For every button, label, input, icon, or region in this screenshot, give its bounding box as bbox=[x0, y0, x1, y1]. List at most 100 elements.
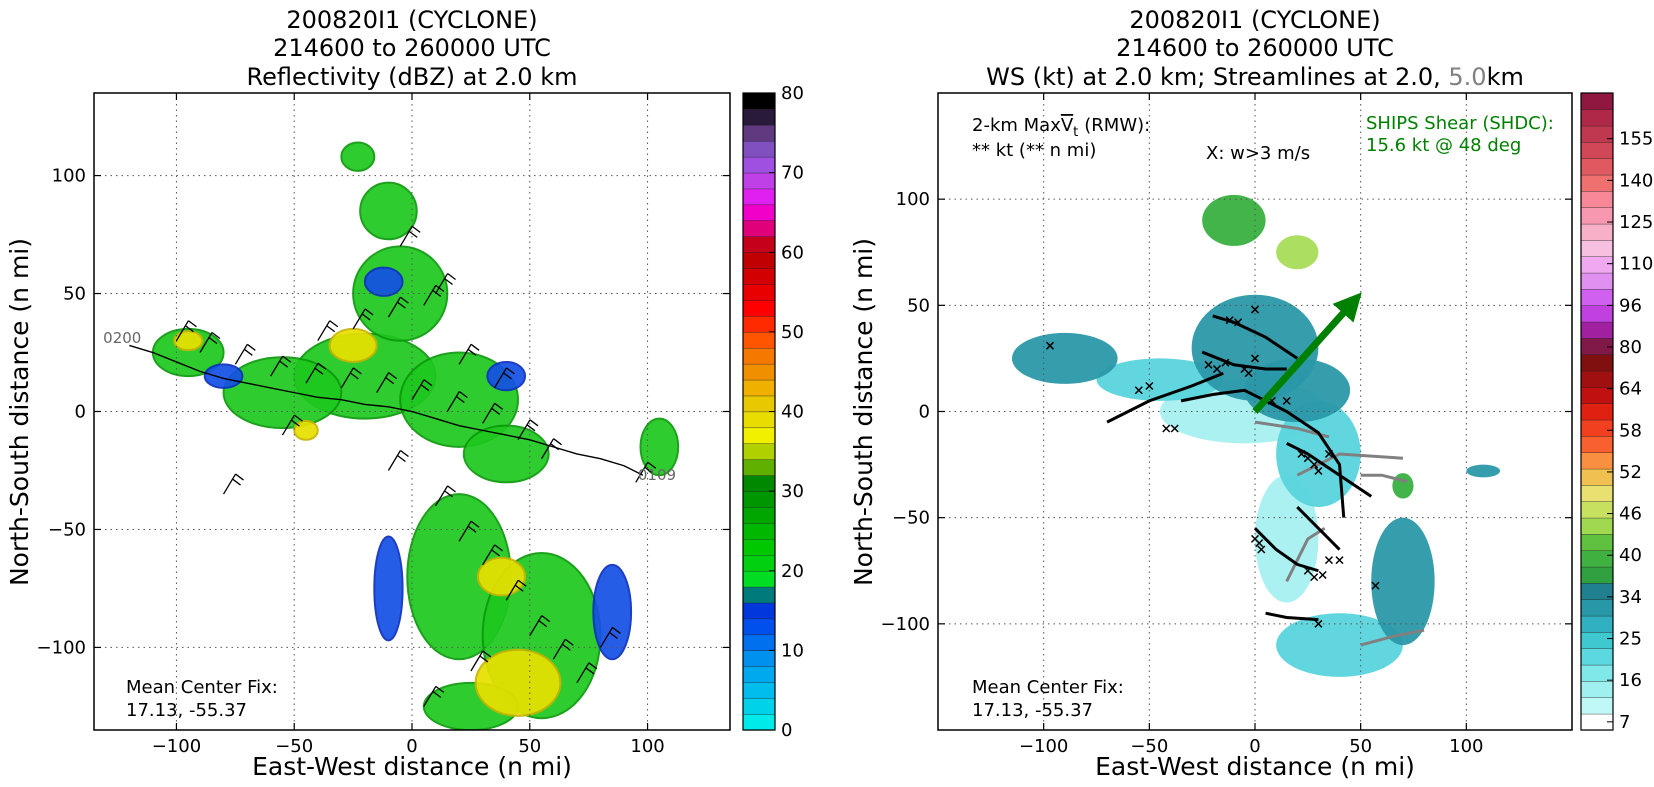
colorbar-swatch bbox=[742, 538, 776, 556]
barb-staff bbox=[552, 638, 566, 660]
wind-barb bbox=[270, 355, 292, 377]
barb-flag bbox=[526, 424, 536, 432]
barb-flag bbox=[503, 372, 512, 380]
y-tick-label: 100 bbox=[52, 166, 86, 187]
barb-flag bbox=[470, 520, 480, 528]
barb-flag bbox=[388, 372, 398, 380]
wind-barb bbox=[505, 579, 527, 601]
colorbar-tick-label: 7 bbox=[1619, 712, 1630, 733]
colorbar-swatch bbox=[1580, 468, 1614, 486]
updraft-marker bbox=[1324, 449, 1333, 458]
colorbar-swatch bbox=[742, 172, 776, 190]
colorbar-swatch bbox=[742, 650, 776, 667]
barb-staff bbox=[576, 662, 590, 684]
colorbar-swatch bbox=[742, 666, 776, 683]
colorbar-tick-label: 80 bbox=[1619, 337, 1642, 358]
updraft-stroke bbox=[1255, 539, 1264, 548]
updraft-stroke bbox=[1204, 360, 1213, 369]
updraft-stroke bbox=[1250, 354, 1260, 363]
streamline-upper bbox=[1360, 628, 1425, 647]
colorbar-swatch bbox=[742, 554, 776, 572]
updraft-stroke bbox=[1250, 534, 1260, 543]
barb-flag bbox=[432, 289, 442, 297]
left-center-fix-label: Mean Center Fix: bbox=[126, 677, 278, 698]
streamline-upper bbox=[1285, 527, 1326, 583]
right-y-ticks: −100 −50 0 50 100 bbox=[881, 189, 1572, 635]
wind-barb bbox=[199, 331, 221, 353]
wind-barb bbox=[458, 343, 480, 365]
updraft-stroke bbox=[1303, 566, 1312, 575]
barb-flag bbox=[235, 473, 244, 481]
barb-staff bbox=[399, 226, 413, 247]
reflectivity-colorbar: 0 10 20 30 40 50 60 70 80 bbox=[742, 83, 804, 741]
colorbar-swatch bbox=[1580, 664, 1614, 682]
barb-staff bbox=[387, 296, 402, 318]
colorbar-swatch bbox=[742, 363, 776, 381]
colorbar-swatch bbox=[742, 315, 776, 333]
updraft-stroke bbox=[1267, 396, 1276, 405]
barb-flag bbox=[585, 667, 595, 675]
colorbar-swatch bbox=[742, 602, 776, 620]
echo-blue bbox=[373, 535, 404, 642]
colorbar-swatch bbox=[742, 267, 776, 285]
updraft-marker bbox=[1324, 556, 1333, 565]
barb-staff bbox=[493, 367, 508, 389]
updraft-stroke bbox=[1225, 316, 1234, 325]
colorbar-swatch bbox=[1580, 125, 1614, 143]
echo-yellow bbox=[293, 419, 319, 441]
shear-vector bbox=[1252, 292, 1362, 414]
barb-staff bbox=[540, 438, 555, 460]
updraft-marker bbox=[1371, 581, 1380, 590]
barb-staff bbox=[234, 343, 248, 365]
echo-blue bbox=[203, 363, 244, 389]
echo-yellow bbox=[173, 330, 204, 352]
wind-barb bbox=[305, 362, 327, 384]
barb-flag bbox=[609, 631, 618, 639]
colorbar-frame bbox=[1580, 92, 1614, 731]
updraft-stroke bbox=[1324, 449, 1333, 458]
wind-speed-teal bbox=[1011, 332, 1118, 384]
colorbar-swatch bbox=[1580, 697, 1614, 715]
colorbar-tick-label: 20 bbox=[781, 561, 804, 582]
echo-green bbox=[340, 141, 376, 172]
updraft-stroke bbox=[1318, 570, 1327, 580]
colorbar-swatch bbox=[1580, 435, 1614, 453]
barb-flag bbox=[185, 325, 194, 333]
colorbar-swatch bbox=[1580, 321, 1614, 339]
echo-yellow bbox=[328, 327, 378, 363]
updraft-marker bbox=[1303, 566, 1312, 575]
streamline-upper bbox=[1360, 473, 1408, 484]
barb-staff bbox=[505, 579, 519, 601]
colorbar-swatch bbox=[1580, 288, 1614, 306]
barb-flag bbox=[588, 662, 598, 670]
colorbar-swatch bbox=[742, 331, 776, 349]
wind-barb bbox=[517, 419, 539, 441]
colorbar-swatch bbox=[742, 108, 776, 126]
colorbar-swatch bbox=[742, 347, 776, 365]
shear-label-line2: 15.6 kt @ 48 deg bbox=[1366, 135, 1521, 156]
wind-speed-cyan bbox=[1276, 613, 1403, 677]
left-x-ticks: −100 −50 0 50 100 bbox=[152, 93, 665, 757]
wind-barb bbox=[482, 402, 504, 424]
left-ylabel: North-South distance (n mi) bbox=[5, 238, 34, 586]
updraft-marker bbox=[1225, 316, 1234, 325]
barb-flag bbox=[514, 584, 524, 592]
colorbar-swatch bbox=[742, 411, 776, 429]
barb-flag bbox=[494, 544, 504, 552]
shear-label-line1: SHIPS Shear (SHDC): bbox=[1366, 113, 1554, 134]
barb-flag bbox=[188, 320, 197, 328]
left-title-line1: 200820I1 (CYCLONE) bbox=[286, 6, 537, 34]
barb-flag bbox=[529, 419, 539, 427]
barb-flag bbox=[538, 620, 548, 628]
barb-flag bbox=[541, 615, 551, 623]
colorbar-swatch bbox=[742, 618, 776, 636]
updraft-stroke bbox=[1250, 305, 1260, 314]
updraft-marker bbox=[1221, 358, 1230, 367]
updraft-marker bbox=[1204, 360, 1213, 369]
updraft-stroke bbox=[1240, 365, 1249, 374]
colorbar-swatch bbox=[1580, 256, 1614, 274]
updraft-stroke bbox=[1234, 318, 1243, 327]
maxvt-suffix: (RMW): bbox=[1084, 115, 1150, 136]
barb-flag bbox=[561, 643, 571, 651]
